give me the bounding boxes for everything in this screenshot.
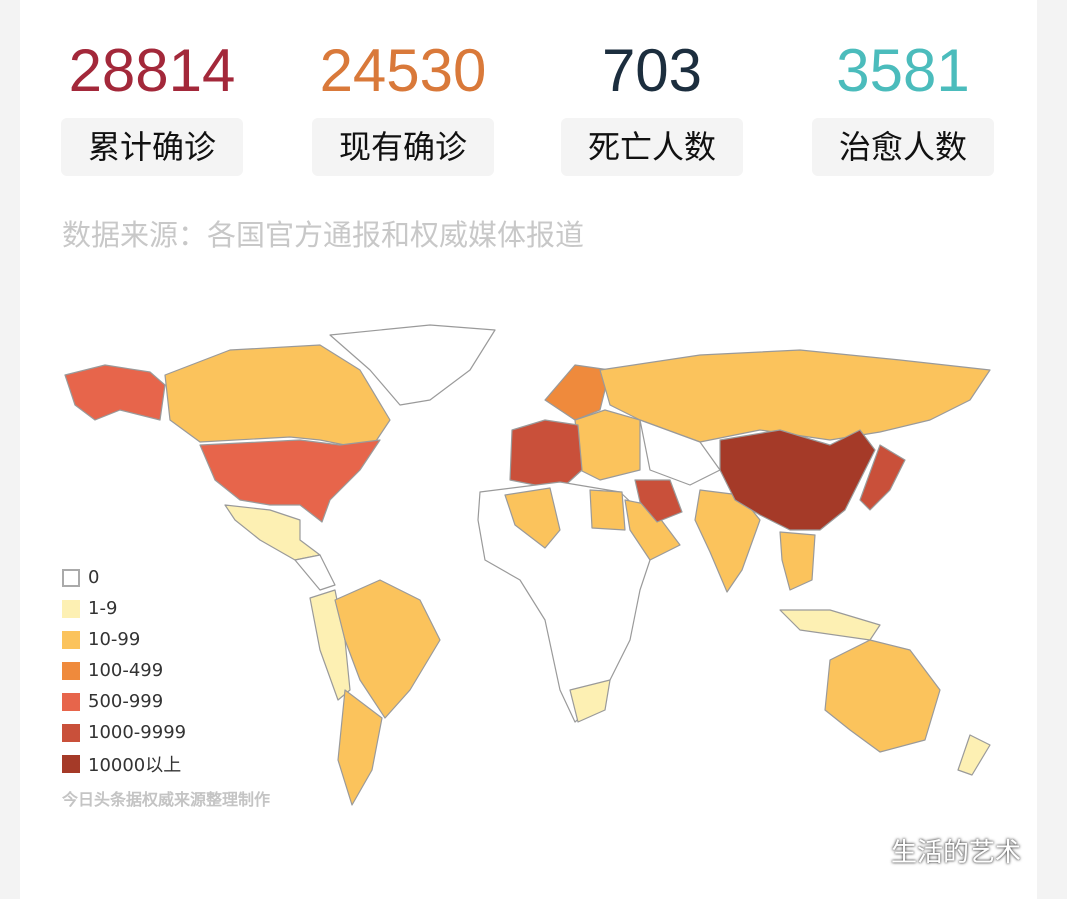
legend-label: 500-999 (88, 691, 164, 712)
watermark: 生活的艺术 (845, 832, 1021, 869)
map-legend: 0 1-9 10-99 100-499 500-999 1000-9999 10… (62, 562, 186, 779)
region-brazil (334, 579, 441, 719)
stat-value: 28814 (68, 37, 236, 104)
stat-value: 703 (601, 37, 703, 104)
region-iran (634, 479, 683, 523)
legend-label: 100-499 (88, 660, 164, 681)
region-japan (859, 444, 906, 511)
legend-label: 0 (88, 567, 100, 588)
legend-label: 10-99 (88, 629, 141, 650)
legend-swatch (62, 599, 80, 618)
region-australia (824, 639, 941, 753)
legend-item: 0 (62, 562, 186, 593)
region-europe (574, 409, 641, 481)
legend-item: 10000以上 (62, 748, 186, 779)
legend-swatch (62, 568, 80, 587)
region-new-zealand (957, 734, 991, 776)
stat-recovered: 3581 治愈人数 (803, 36, 1003, 176)
legend-item: 500-999 (62, 686, 186, 717)
region-south-africa (569, 679, 611, 723)
legend-swatch (62, 723, 80, 742)
legend-swatch (62, 630, 80, 649)
legend-swatch (62, 661, 80, 680)
legend-item: 1000-9999 (62, 717, 186, 748)
region-west-europe (509, 419, 583, 491)
region-canada (164, 344, 391, 451)
region-china (719, 429, 876, 531)
region-indonesia (779, 609, 881, 641)
legend-label: 10000以上 (88, 754, 182, 776)
stat-label: 死亡人数 (561, 118, 743, 176)
legend-label: 1000-9999 (88, 722, 187, 743)
region-central-asia (639, 419, 721, 486)
stat-total-confirmed: 28814 累计确诊 (52, 36, 252, 176)
stat-value: 3581 (836, 37, 970, 104)
region-greenland (329, 324, 496, 406)
legend-item: 10-99 (62, 624, 186, 655)
stat-deaths: 703 死亡人数 (552, 36, 752, 176)
stat-label: 现有确诊 (312, 118, 494, 176)
stat-label: 累计确诊 (61, 118, 243, 176)
region-argentina (337, 689, 383, 806)
legend-item: 1-9 (62, 593, 186, 624)
map-credit: 今日头条据权威来源整理制作 (62, 790, 271, 809)
watermark-text: 生活的艺术 (891, 838, 1022, 868)
legend-swatch (62, 692, 80, 711)
region-southeast-asia (779, 531, 816, 591)
data-source: 数据来源：各国官方通报和权威媒体报道 (62, 218, 585, 252)
region-usa (199, 439, 381, 523)
stat-current-confirmed: 24530 现有确诊 (303, 36, 503, 176)
legend-item: 100-499 (62, 655, 186, 686)
wechat-icon (845, 836, 882, 864)
region-alaska (64, 364, 166, 421)
legend-swatch (62, 754, 80, 773)
stat-value: 24530 (319, 37, 487, 104)
region-central-america (294, 554, 336, 591)
region-scandinavia (544, 364, 611, 421)
region-mexico (224, 504, 321, 561)
stat-label: 治愈人数 (812, 118, 994, 176)
region-egypt (589, 489, 626, 531)
region-algeria (504, 487, 561, 549)
legend-label: 1-9 (88, 598, 118, 619)
